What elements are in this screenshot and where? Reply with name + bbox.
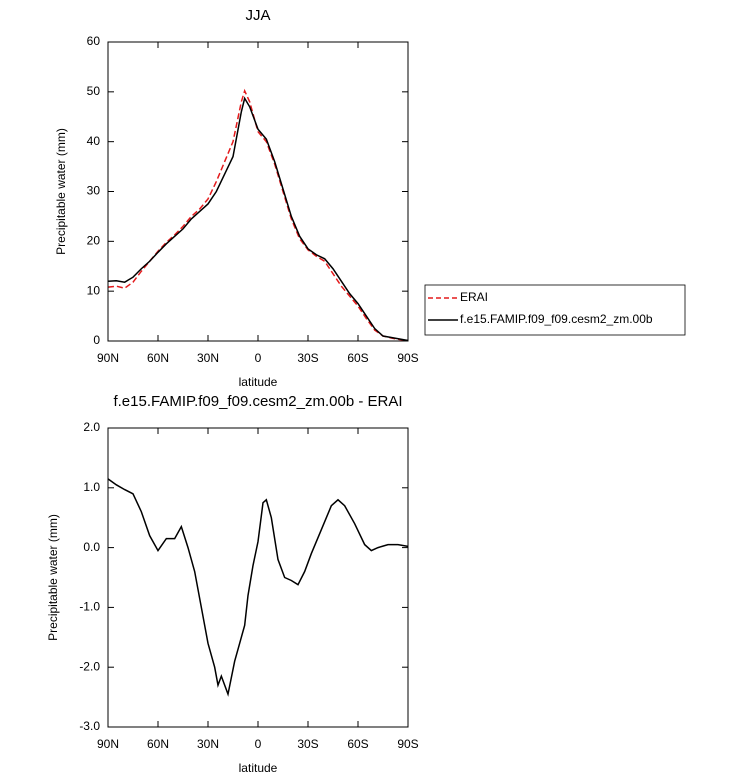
y-tick-label: 20	[87, 234, 101, 248]
y-tick-label: -2.0	[79, 659, 100, 673]
chart-title: JJA	[245, 7, 270, 24]
y-tick-label: 50	[87, 84, 101, 98]
x-tick-label: 90N	[97, 351, 119, 365]
line-series	[107, 478, 409, 697]
x-tick-label: 60S	[347, 737, 368, 751]
x-tick-label: 0	[255, 351, 262, 365]
legend-box	[424, 284, 686, 336]
x-axis-label: latitude	[239, 375, 278, 389]
legend-label: ERAI	[460, 290, 488, 304]
x-tick-label: 90S	[397, 737, 418, 751]
x-tick-label: 90N	[97, 737, 119, 751]
y-tick-label: 1.0	[83, 480, 100, 494]
y-tick-label: 60	[87, 34, 101, 48]
x-tick-label: 0	[255, 737, 262, 751]
y-tick-label: 0.0	[83, 540, 100, 554]
chart-title: f.e15.FAMIP.f09_f09.cesm2_zm.00b - ERAI	[113, 393, 402, 410]
x-tick-label: 60N	[147, 351, 169, 365]
y-tick-label: -3.0	[79, 719, 100, 733]
y-axis-label: Precipitable water (mm)	[46, 514, 60, 641]
x-tick-label: 30S	[297, 351, 318, 365]
x-tick-label: 90S	[397, 351, 418, 365]
plot-frame	[107, 427, 409, 728]
x-tick-label: 30N	[197, 737, 219, 751]
y-tick-label: 0	[93, 333, 100, 347]
x-tick-label: 60S	[347, 351, 368, 365]
y-tick-label: 2.0	[83, 420, 100, 434]
y-tick-label: -1.0	[79, 600, 100, 614]
x-tick-label: 60N	[147, 737, 169, 751]
x-tick-label: 30S	[297, 737, 318, 751]
y-tick-label: 10	[87, 283, 101, 297]
x-tick-label: 30N	[197, 351, 219, 365]
y-tick-label: 30	[87, 184, 101, 198]
legend-label: f.e15.FAMIP.f09_f09.cesm2_zm.00b	[460, 312, 653, 326]
y-tick-label: 40	[87, 134, 101, 148]
line-series	[107, 96, 409, 342]
x-axis-label: latitude	[239, 761, 278, 775]
y-axis-label: Precipitable water (mm)	[54, 128, 68, 255]
plot-frame	[107, 41, 409, 342]
